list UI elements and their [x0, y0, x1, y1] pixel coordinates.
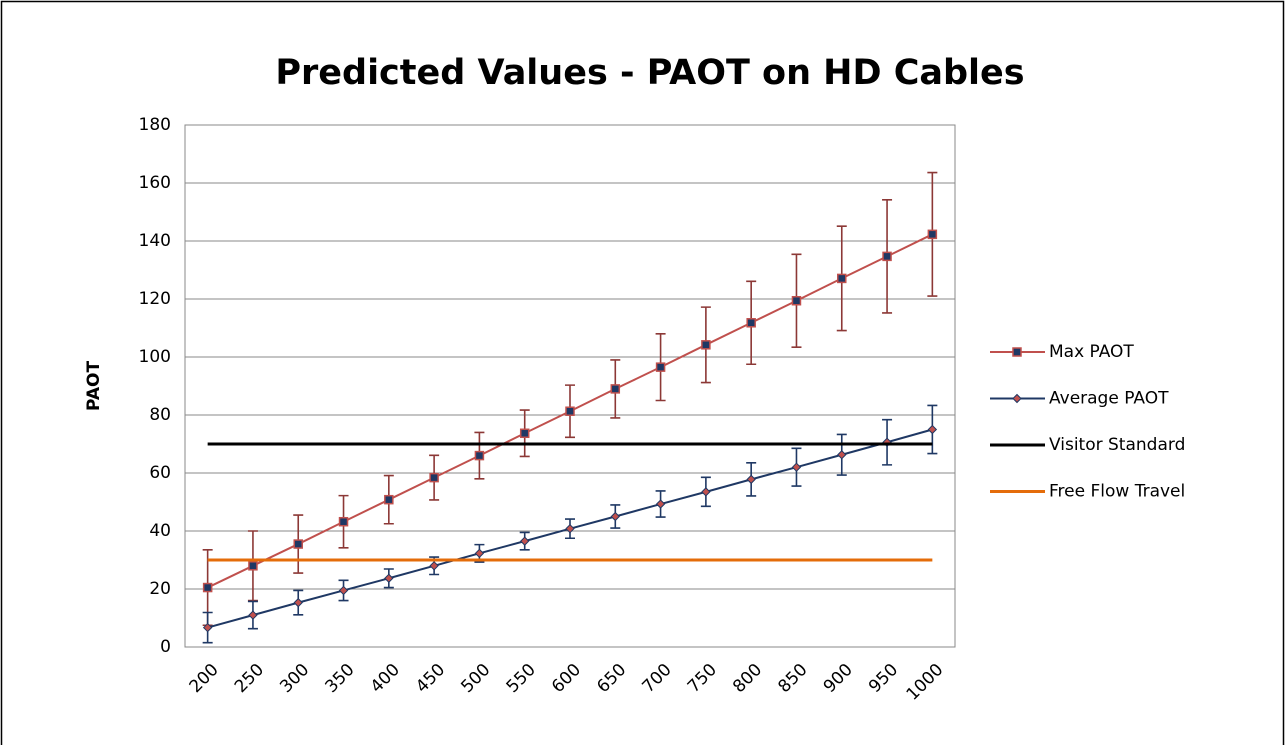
marker — [837, 273, 847, 284]
marker — [202, 582, 213, 593]
marker — [429, 472, 439, 483]
marker — [248, 610, 258, 620]
y-tick-label: 140 — [139, 231, 171, 251]
marker — [655, 362, 666, 372]
x-tick-label: 950 — [865, 660, 902, 697]
legend-label: Visitor Standard — [1049, 435, 1185, 455]
x-tick-label: 200 — [186, 660, 223, 697]
marker — [746, 474, 756, 485]
marker — [519, 428, 530, 439]
marker — [927, 424, 938, 435]
marker — [837, 450, 847, 460]
x-tick-label: 300 — [276, 660, 313, 697]
marker — [746, 318, 756, 328]
marker — [610, 511, 621, 522]
x-tick-label: 1000 — [903, 660, 948, 705]
y-tick-label: 100 — [139, 347, 171, 367]
x-tick-label: 500 — [457, 660, 494, 697]
marker — [293, 539, 303, 549]
marker — [882, 251, 892, 262]
x-tick-label: 250 — [231, 660, 268, 697]
y-tick-label: 80 — [149, 405, 171, 425]
x-tick-label: 450 — [412, 660, 449, 697]
x-tick-label: 400 — [367, 660, 404, 697]
marker — [429, 561, 439, 571]
marker — [927, 229, 938, 240]
marker — [519, 536, 530, 546]
x-tick-label: 800 — [729, 660, 766, 697]
marker — [474, 450, 485, 461]
marker — [791, 462, 802, 472]
x-tick-label: 750 — [684, 660, 721, 697]
x-tick-label: 900 — [820, 660, 857, 697]
x-tick-label: 650 — [593, 660, 630, 697]
y-tick-label: 0 — [160, 637, 171, 657]
y-axis-label: PAOT — [84, 361, 104, 412]
marker — [701, 487, 711, 497]
marker — [384, 573, 394, 583]
y-tick-label: 60 — [149, 463, 171, 483]
y-tick-label: 160 — [139, 173, 171, 193]
marker — [701, 340, 711, 350]
marker — [384, 494, 394, 505]
legend-label: Free Flow Travel — [1049, 482, 1185, 502]
x-tick-label: 600 — [548, 660, 585, 697]
chart-title: Predicted Values - PAOT on HD Cables — [275, 53, 1024, 93]
marker — [791, 295, 802, 306]
plot-border — [184, 124, 956, 648]
legend-label: Average PAOT — [1049, 389, 1169, 409]
legend-marker — [1012, 347, 1022, 357]
x-tick-label: 850 — [774, 660, 811, 697]
marker — [248, 561, 258, 571]
marker — [338, 516, 349, 527]
marker — [474, 548, 485, 559]
legend-label: Max PAOT — [1049, 342, 1134, 362]
marker — [610, 384, 621, 394]
marker — [655, 499, 666, 509]
y-tick-label: 40 — [149, 521, 171, 541]
y-tick-label: 120 — [139, 289, 171, 309]
x-tick-label: 700 — [639, 660, 676, 697]
x-tick-label: 350 — [322, 660, 359, 697]
y-tick-label: 180 — [139, 115, 171, 135]
marker — [202, 622, 213, 633]
marker — [293, 597, 303, 608]
x-tick-label: 550 — [503, 660, 540, 697]
marker — [565, 406, 575, 416]
marker — [565, 523, 575, 534]
y-tick-label: 20 — [149, 579, 171, 599]
legend-marker — [1012, 393, 1022, 404]
marker — [338, 585, 349, 596]
